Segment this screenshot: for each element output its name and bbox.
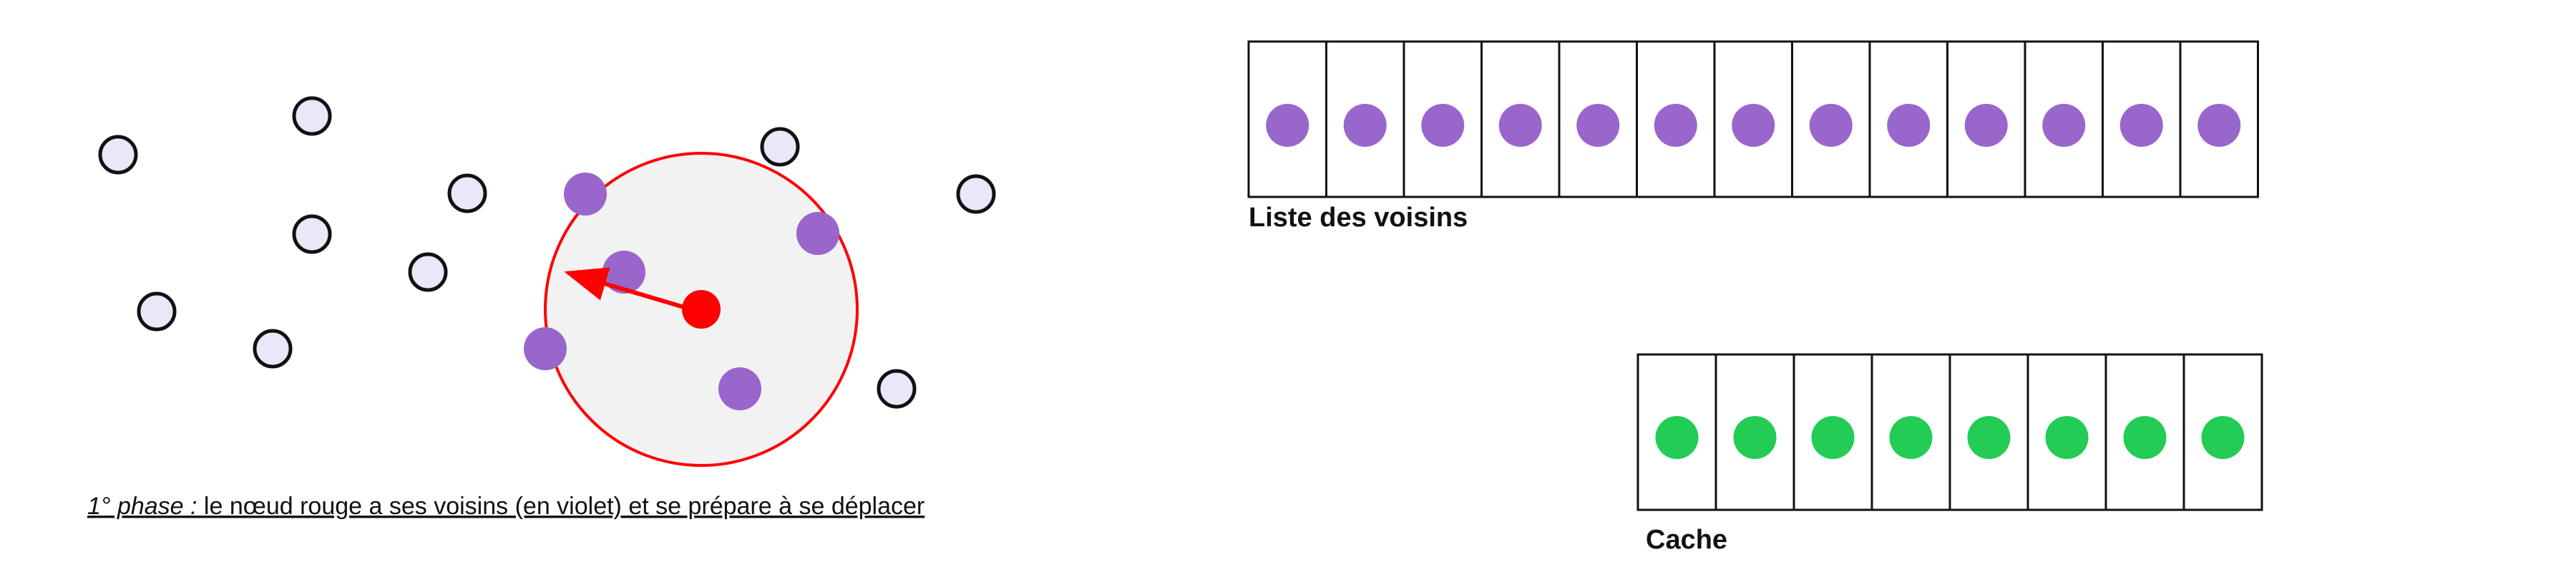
cache-dot: [1811, 416, 1855, 459]
cache-dot: [2201, 416, 2245, 459]
neighbor-list-dot: [2042, 104, 2086, 147]
node: [137, 291, 177, 332]
neighbor-list-cells: [1247, 40, 2259, 198]
node: [447, 173, 487, 213]
neighbor-list-label: Liste des voisins: [1249, 203, 1468, 233]
node: [408, 252, 448, 292]
cache-cell: [1636, 353, 1717, 511]
neighbor-node: [564, 173, 607, 216]
neighbor-list-dot: [1266, 104, 1309, 147]
neighbor-list-dot: [1809, 104, 1853, 147]
neighbor-list-dot: [1576, 104, 1620, 147]
red-node: [682, 290, 721, 329]
neighbor-list-dot: [1964, 104, 2008, 147]
cache-dot: [1733, 416, 1777, 459]
cache: Cache: [1636, 353, 2263, 555]
neighbor-node: [602, 251, 645, 294]
cache-dot: [1655, 416, 1699, 459]
phase-caption: 1° phase : le nœud rouge a ses voisins (…: [87, 493, 924, 520]
node: [253, 329, 293, 369]
phase-caption-prefix: 1° phase :: [87, 493, 197, 520]
neighbor-node: [796, 212, 839, 255]
node: [877, 369, 917, 409]
cache-dot: [2045, 416, 2089, 459]
neighbor-list-dot: [1343, 104, 1387, 147]
neighbor-node-group: [524, 173, 839, 410]
node: [292, 214, 332, 254]
node: [760, 127, 800, 167]
node: [956, 174, 996, 214]
neighbor-list: Liste des voisins: [1247, 40, 2259, 233]
neighbor-list-dot: [2119, 104, 2163, 147]
cache-dot: [1967, 416, 2011, 459]
neighbor-node: [718, 367, 761, 410]
neighbor-list-dot: [1732, 104, 1775, 147]
network-diagram: 1° phase : le nœud rouge a ses voisins (…: [87, 96, 996, 520]
neighbor-list-dot: [1887, 104, 1931, 147]
cache-dot: [2123, 416, 2167, 459]
node: [98, 135, 138, 175]
node-group: [98, 96, 996, 409]
neighbor-list-dot: [1654, 104, 1697, 147]
neighbor-list-dot: [1498, 104, 1542, 147]
cache-label: Cache: [1646, 525, 1727, 555]
cache-dot: [1889, 416, 1933, 459]
neighbor-node: [524, 327, 567, 370]
neighbor-list-dot: [2197, 104, 2241, 147]
phase-caption-text: le nœud rouge a ses voisins (en violet) …: [197, 493, 924, 520]
movement-arrow: [564, 267, 692, 311]
node: [292, 96, 332, 136]
cache-cells: [1636, 353, 2263, 511]
neighbor-list-dot: [1421, 104, 1465, 147]
